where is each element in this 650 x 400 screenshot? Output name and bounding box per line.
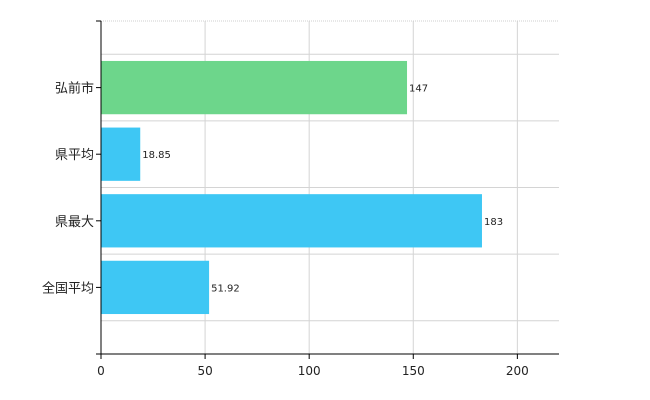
x-axis-ticks [100, 354, 518, 359]
y-gridlines [101, 53, 559, 322]
bar [101, 260, 210, 315]
x-tick-label: 50 [197, 364, 212, 378]
bar [101, 127, 141, 181]
x-tick-label: 150 [402, 364, 425, 378]
x-tick-label: 0 [97, 364, 105, 378]
bar-series [101, 60, 482, 315]
data-label: 18.85 [142, 150, 171, 161]
data-labels: 147 18.85 183 51.92 [142, 84, 503, 295]
data-label: 51.92 [211, 283, 240, 294]
category-label: 県平均 [55, 148, 94, 163]
bar [101, 194, 482, 248]
category-label: 県最大 [55, 215, 94, 230]
x-tick-labels: 0 50 100 150 200 [97, 364, 529, 378]
category-label: 弘前市 [55, 81, 94, 97]
data-label: 183 [484, 217, 503, 228]
x-tick-label: 200 [506, 364, 529, 378]
bar [101, 60, 408, 115]
x-tick-label: 100 [298, 364, 321, 378]
data-label: 147 [409, 84, 428, 95]
category-label: 全国平均 [42, 280, 94, 296]
y-axis-ticks [96, 20, 101, 355]
